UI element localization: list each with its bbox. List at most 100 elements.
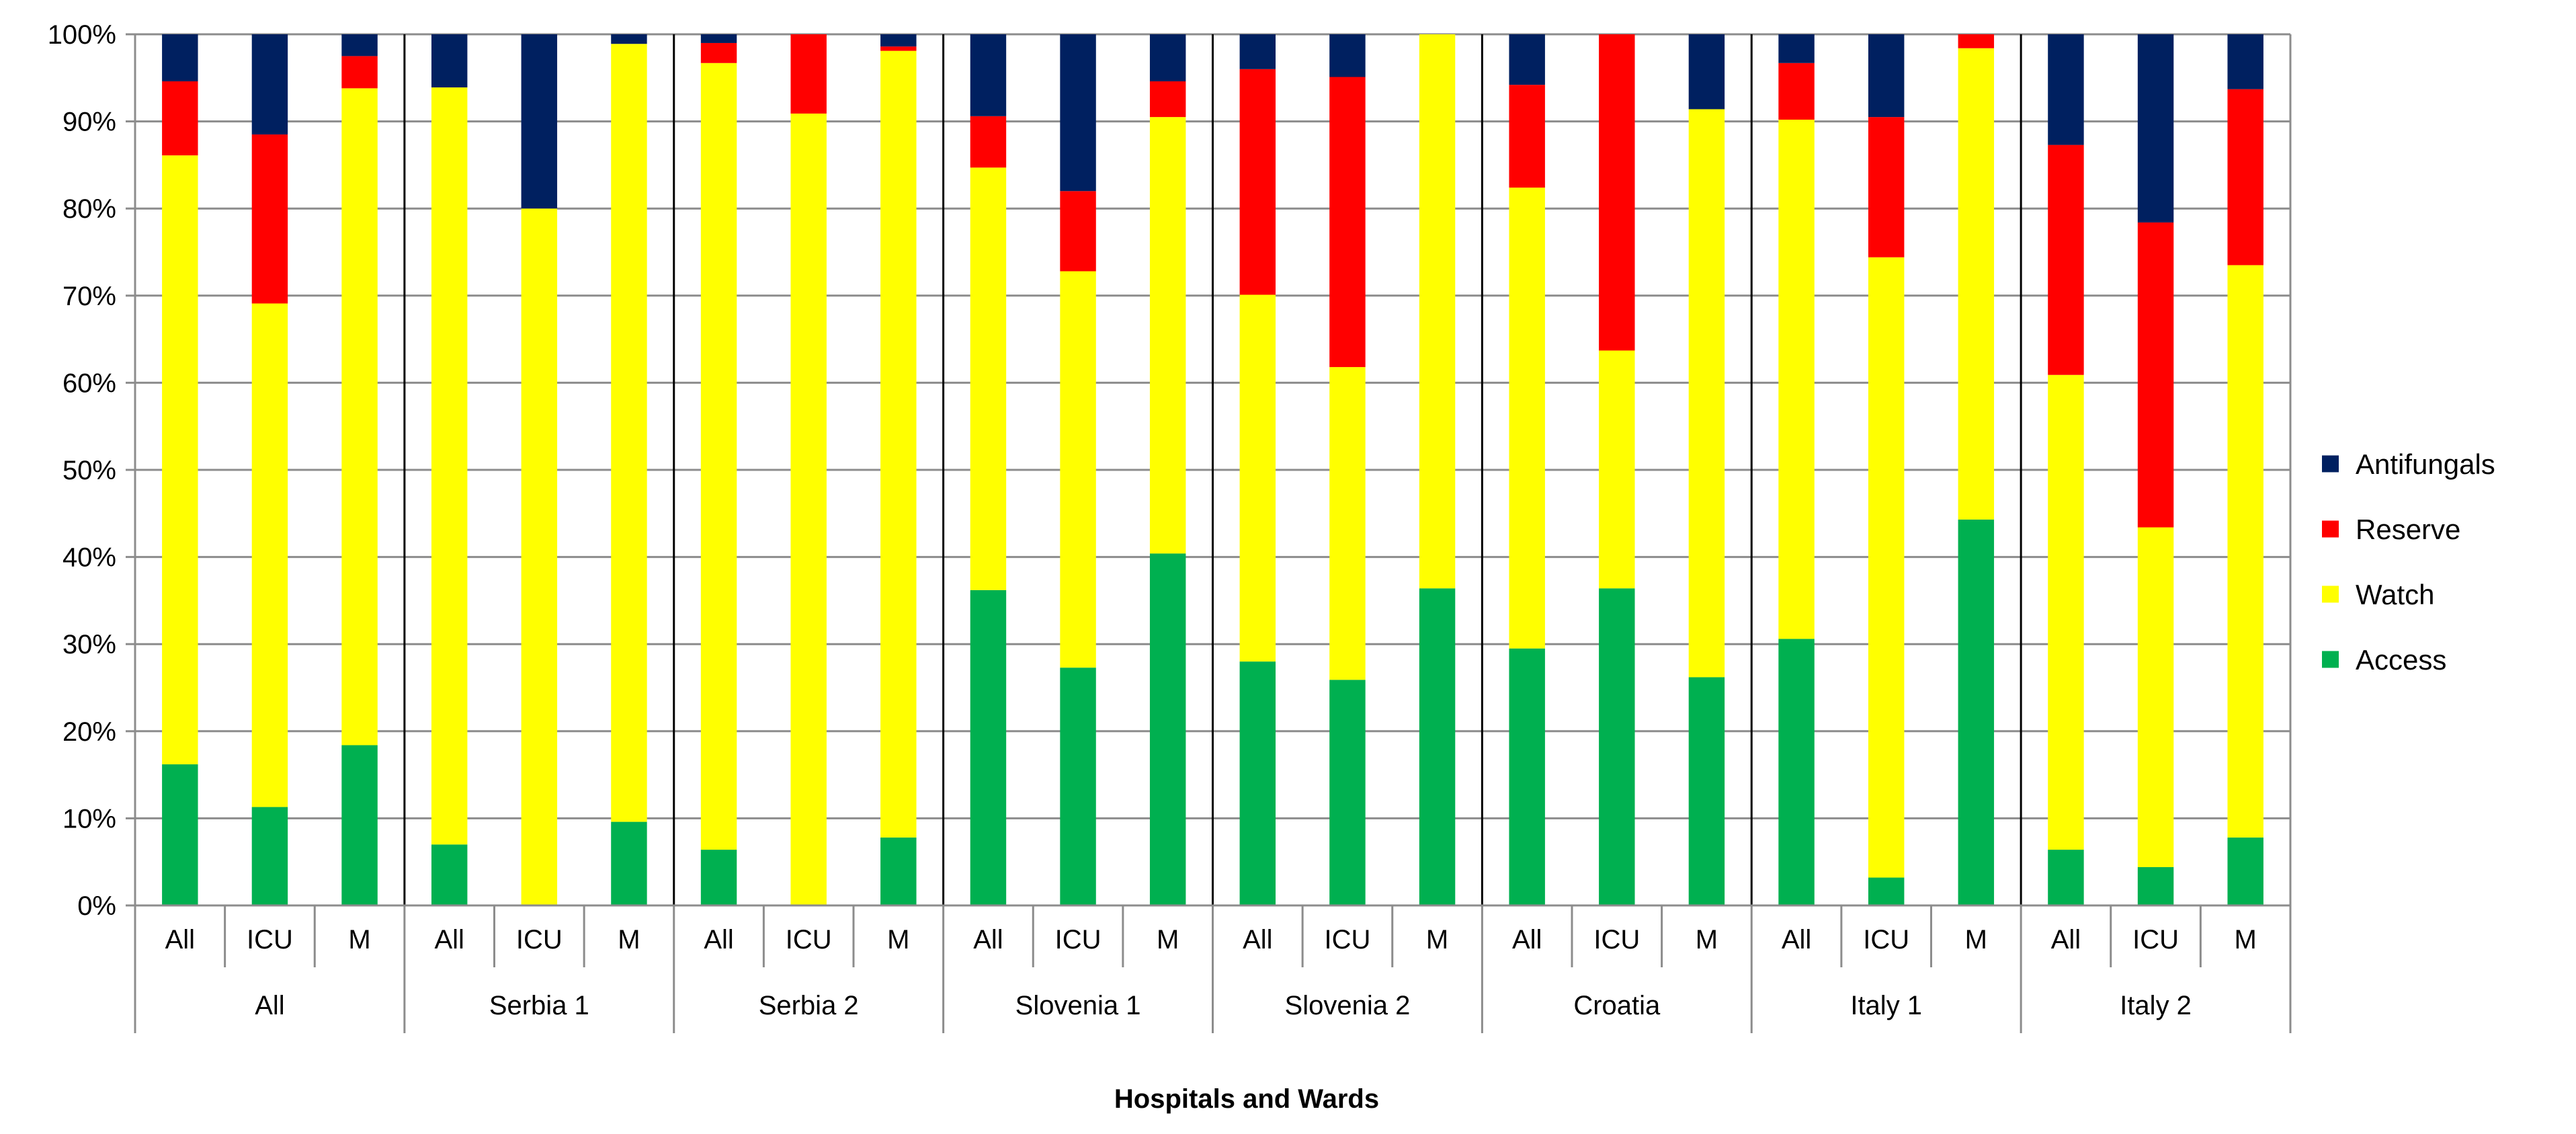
bar-all-all-reserve (162, 81, 198, 156)
y-tick-label: 30% (63, 630, 116, 659)
legend-label-access: Access (2356, 644, 2446, 676)
x-group-label: Croatia (1573, 991, 1661, 1020)
bar-slovenia-2-icu-access (1329, 680, 1366, 905)
x-group-label: Slovenia 1 (1015, 991, 1141, 1020)
bar-slovenia-1-all-access (970, 590, 1007, 905)
x-ward-label: All (1243, 925, 1272, 955)
bar-croatia-icu-reserve (1599, 34, 1635, 351)
y-tick-label: 0% (77, 891, 116, 921)
bar-serbia-1-icu-watch (521, 208, 558, 906)
bar-italy-1-icu-watch (1868, 257, 1905, 878)
bar-slovenia-2-all-reserve (1239, 69, 1276, 295)
bar-italy-2-all-access (2048, 850, 2084, 905)
y-tick-label: 20% (63, 717, 116, 747)
x-ward-label: All (434, 925, 464, 955)
bar-italy-1-all-reserve (1778, 63, 1815, 120)
x-ward-label: All (973, 925, 1003, 955)
x-ward-label: All (1782, 925, 1811, 955)
legend-swatch-antifungals (2322, 455, 2339, 473)
x-group-label: Italy 2 (2120, 991, 2192, 1020)
bar-italy-2-icu-access (2137, 866, 2174, 905)
bar-croatia-m-watch (1688, 109, 1725, 678)
bar-all-icu-reserve (251, 134, 288, 304)
y-tick-label: 80% (63, 194, 116, 224)
bar-slovenia-2-all-antifungals (1239, 34, 1276, 69)
x-group-label: All (255, 991, 284, 1020)
x-group-label: Serbia 2 (759, 991, 859, 1020)
x-ward-label: ICU (1593, 925, 1640, 955)
bar-serbia-2-icu-watch (790, 113, 827, 905)
bar-slovenia-1-icu-watch (1060, 271, 1096, 668)
bar-croatia-all-access (1509, 648, 1545, 905)
x-ward-label: All (1512, 925, 1542, 955)
y-tick-label: 70% (63, 282, 116, 311)
bar-slovenia-1-m-reserve (1149, 81, 1186, 118)
bar-slovenia-1-all-antifungals (970, 34, 1007, 116)
x-ward-label: M (1157, 925, 1179, 955)
bar-slovenia-1-m-access (1149, 553, 1186, 905)
x-ward-label: M (1965, 925, 1987, 955)
bar-italy-1-m-reserve (1958, 34, 1995, 48)
bar-slovenia-2-all-access (1239, 661, 1276, 905)
bar-serbia-2-m-reserve (880, 46, 917, 51)
x-ward-label: M (2235, 925, 2257, 955)
bar-serbia-2-m-access (880, 837, 917, 905)
bar-serbia-2-icu-reserve (790, 34, 827, 114)
bar-serbia-2-all-antifungals (700, 34, 737, 43)
bar-croatia-all-watch (1509, 188, 1545, 649)
legend-swatch-access (2322, 651, 2339, 668)
bar-all-icu-access (251, 807, 288, 905)
x-ward-label: M (887, 925, 909, 955)
bar-croatia-icu-access (1599, 588, 1635, 905)
bar-serbia-2-m-antifungals (880, 34, 917, 47)
legend-label-antifungals: Antifungals (2356, 448, 2495, 480)
x-axis-title: Hospitals and Wards (1114, 1084, 1379, 1114)
bar-serbia-1-all-watch (431, 87, 468, 845)
bar-italy-1-m-access (1958, 519, 1995, 905)
bar-serbia-1-all-antifungals (431, 34, 468, 88)
bar-slovenia-1-m-antifungals (1149, 34, 1186, 81)
bar-croatia-m-access (1688, 677, 1725, 905)
y-tick-label: 60% (63, 368, 116, 398)
bar-all-m-antifungals (341, 34, 378, 56)
bar-italy-2-all-antifungals (2048, 34, 2084, 145)
x-ward-label: ICU (516, 925, 563, 955)
bar-croatia-icu-watch (1599, 350, 1635, 589)
bar-italy-1-all-access (1778, 639, 1815, 905)
x-group-label: Serbia 1 (489, 991, 589, 1020)
bar-italy-2-icu-watch (2137, 527, 2174, 867)
bar-italy-2-all-reserve (2048, 145, 2084, 375)
x-ward-label: All (704, 925, 733, 955)
bar-serbia-2-m-watch (880, 50, 917, 838)
bar-slovenia-1-all-reserve (970, 116, 1007, 168)
bar-slovenia-1-m-watch (1149, 117, 1186, 554)
bar-italy-2-m-reserve (2227, 89, 2263, 266)
bar-serbia-1-m-watch (611, 44, 647, 822)
legend-label-reserve: Reserve (2356, 514, 2460, 545)
legend-swatch-reserve (2322, 520, 2339, 538)
bar-croatia-m-antifungals (1688, 34, 1725, 110)
x-ward-label: All (165, 925, 195, 955)
bar-italy-2-icu-antifungals (2137, 34, 2174, 222)
bar-all-icu-watch (251, 303, 288, 807)
bar-serbia-1-icu-antifungals (521, 34, 558, 209)
bar-serbia-1-m-antifungals (611, 34, 647, 44)
bar-italy-2-m-antifungals (2227, 34, 2263, 89)
y-tick-label: 50% (63, 456, 116, 485)
legend-swatch-watch (2322, 585, 2339, 603)
bar-italy-1-icu-antifungals (1868, 34, 1905, 118)
bar-serbia-2-all-watch (700, 63, 737, 850)
legend-label-watch: Watch (2356, 579, 2434, 610)
x-ward-label: M (1426, 925, 1448, 955)
bar-serbia-2-all-access (700, 850, 737, 905)
bar-italy-1-all-antifungals (1778, 34, 1815, 63)
tick-labels: 0% 10% 20% 30% 40% 50% 60% 70% 80% 90% 100% All ICU M… (48, 20, 2257, 1020)
bar-serbia-1-m-access (611, 821, 647, 905)
bar-italy-1-icu-reserve (1868, 117, 1905, 257)
bar-slovenia-1-icu-reserve (1060, 191, 1096, 272)
bar-croatia-all-reserve (1509, 85, 1545, 188)
bar-serbia-1-all-access (431, 844, 468, 905)
x-ward-label: ICU (1863, 925, 1909, 955)
